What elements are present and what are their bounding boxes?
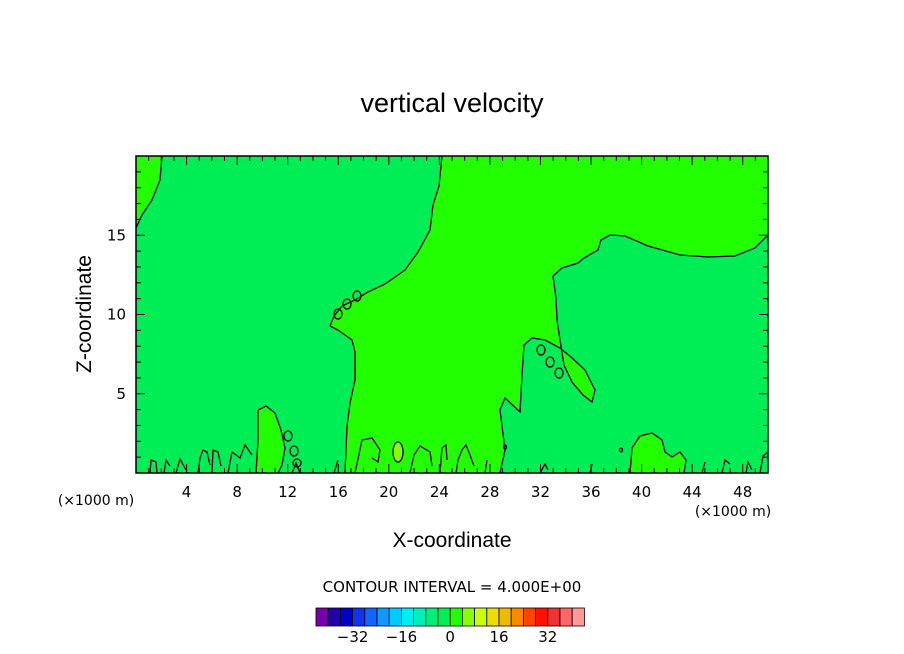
colorbar-swatch: [559, 607, 573, 627]
x-tick-label: 24: [430, 483, 449, 501]
colorbar-swatch: [474, 607, 488, 627]
x-tick-label: 44: [683, 483, 702, 501]
positive-region-central: [330, 156, 768, 473]
colorbar-swatch: [376, 607, 390, 627]
colorbar-swatch: [413, 607, 427, 627]
positive-region-lowleft: [256, 406, 285, 473]
colorbar-swatch: [364, 607, 378, 627]
contour-interval-text: CONTOUR INTERVAL = 4.000E+00: [323, 578, 582, 596]
colorbar-swatch: [461, 607, 475, 627]
x-tick-label: 40: [632, 483, 651, 501]
contour-loop-a: [333, 308, 343, 320]
contour-loop-d: [536, 344, 546, 356]
colorbar-swatch: [339, 607, 353, 627]
contour-loop-i: [292, 458, 302, 468]
x-axis-ticks: 48121620242832364044480.000.000.00: [148, 156, 756, 501]
x-tick-label: 4: [182, 483, 192, 501]
colorbar-swatch: [510, 607, 524, 627]
colorbar-swatch: [327, 607, 341, 627]
colorbar-swatch: [437, 607, 451, 627]
contour-line-main: [329, 155, 443, 474]
y-tick-label: 15: [107, 226, 126, 244]
x-unit-right: (×1000 m): [695, 504, 771, 520]
contour-cell-outline: [392, 441, 404, 463]
x-tick-label: 12: [278, 483, 297, 501]
colorbar-tick-label: 32: [538, 628, 557, 646]
colorbar-tick-label: 16: [489, 628, 508, 646]
y-tick-label: 10: [107, 306, 126, 324]
colorbar-swatch: [388, 607, 402, 627]
colorbar-tick-label: −16: [386, 628, 418, 646]
contour-lines: [135, 155, 769, 474]
x-tick-label: 36: [581, 483, 600, 501]
colorbar-tick-label: −32: [337, 628, 369, 646]
colorbar: [315, 607, 585, 627]
colorbar-swatch: [523, 607, 537, 627]
colorbar-swatch: [571, 607, 585, 627]
colorbar-labels: −32 −16 0 16 32: [337, 628, 558, 646]
x-tick-label: 16: [329, 483, 348, 501]
colorbar-swatch: [449, 607, 463, 627]
positive-region-topleft: [136, 156, 162, 228]
x-tick-label: 20: [379, 483, 398, 501]
colorbar-swatch: [400, 607, 414, 627]
colorbar-swatch: [535, 607, 549, 627]
y-axis-ticks: 5 10 15: [107, 171, 768, 458]
contour-loop-g: [283, 430, 293, 442]
colorbar-swatch: [352, 607, 366, 627]
x-tick-label: 28: [480, 483, 499, 501]
contour-loop-c: [352, 290, 362, 302]
contour-line-lowleft: [255, 405, 286, 474]
contour-line-lowright: [629, 432, 687, 474]
x-axis-label: X-coordinate: [392, 529, 511, 552]
contour-loop-e: [545, 356, 555, 368]
x-tick-label: 48: [733, 483, 752, 501]
colorbar-swatch: [315, 607, 329, 627]
contour-loop-b: [342, 298, 352, 310]
contour-loop-h: [289, 445, 299, 457]
x-tick-label: 8: [232, 483, 242, 501]
x-tick-label: 32: [531, 483, 550, 501]
y-tick-label: 5: [116, 385, 126, 403]
positive-cell: [393, 442, 403, 462]
colorbar-swatch: [547, 607, 561, 627]
colorbar-swatch: [425, 607, 439, 627]
contour-loop-f: [554, 367, 564, 379]
y-axis-label: Z-coordinate: [73, 255, 96, 373]
colorbar-swatch: [498, 607, 512, 627]
colorbar-tick-label: 0: [445, 628, 455, 646]
contour-loop-j: [502, 444, 508, 450]
x-unit-left: (×1000 m): [58, 493, 134, 509]
colorbar-swatch: [486, 607, 500, 627]
contour-loop-k: [618, 447, 624, 453]
contour-line-right: [499, 234, 769, 474]
positive-region-lowright: [630, 433, 686, 473]
chart-title: vertical velocity: [360, 88, 544, 118]
